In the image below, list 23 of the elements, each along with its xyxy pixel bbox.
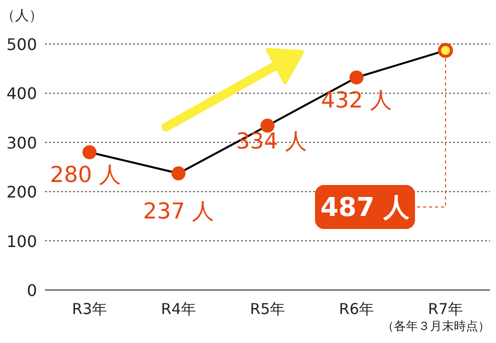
- x-tick-label: R6年: [339, 300, 374, 318]
- x-tick-label: R4年: [161, 300, 196, 318]
- x-tick-label: R7年: [428, 300, 463, 318]
- point: [260, 118, 274, 133]
- point: [438, 42, 453, 58]
- data-label: 487 人: [320, 193, 411, 223]
- point: [172, 166, 186, 180]
- y-axis-title: （人）: [1, 8, 43, 24]
- x-tick-label: R3年: [72, 300, 107, 318]
- y-tick-label: 200: [6, 182, 37, 202]
- y-tick-label: 500: [6, 35, 37, 54]
- y-tick-label: 0: [26, 281, 37, 300]
- point: [350, 70, 364, 84]
- x-tick-label: R5年: [250, 300, 285, 318]
- y-tick-label: 300: [6, 133, 37, 152]
- point: [82, 145, 96, 160]
- data-label: 280 人: [50, 163, 121, 188]
- data-label: 334 人: [236, 130, 307, 155]
- y-tick-label: 400: [6, 84, 37, 104]
- text: （各年３月末時点）: [382, 319, 490, 333]
- data-label: 237 人: [143, 199, 214, 224]
- y-tick-label: 100: [6, 232, 37, 251]
- data-label: 432 人: [321, 88, 392, 114]
